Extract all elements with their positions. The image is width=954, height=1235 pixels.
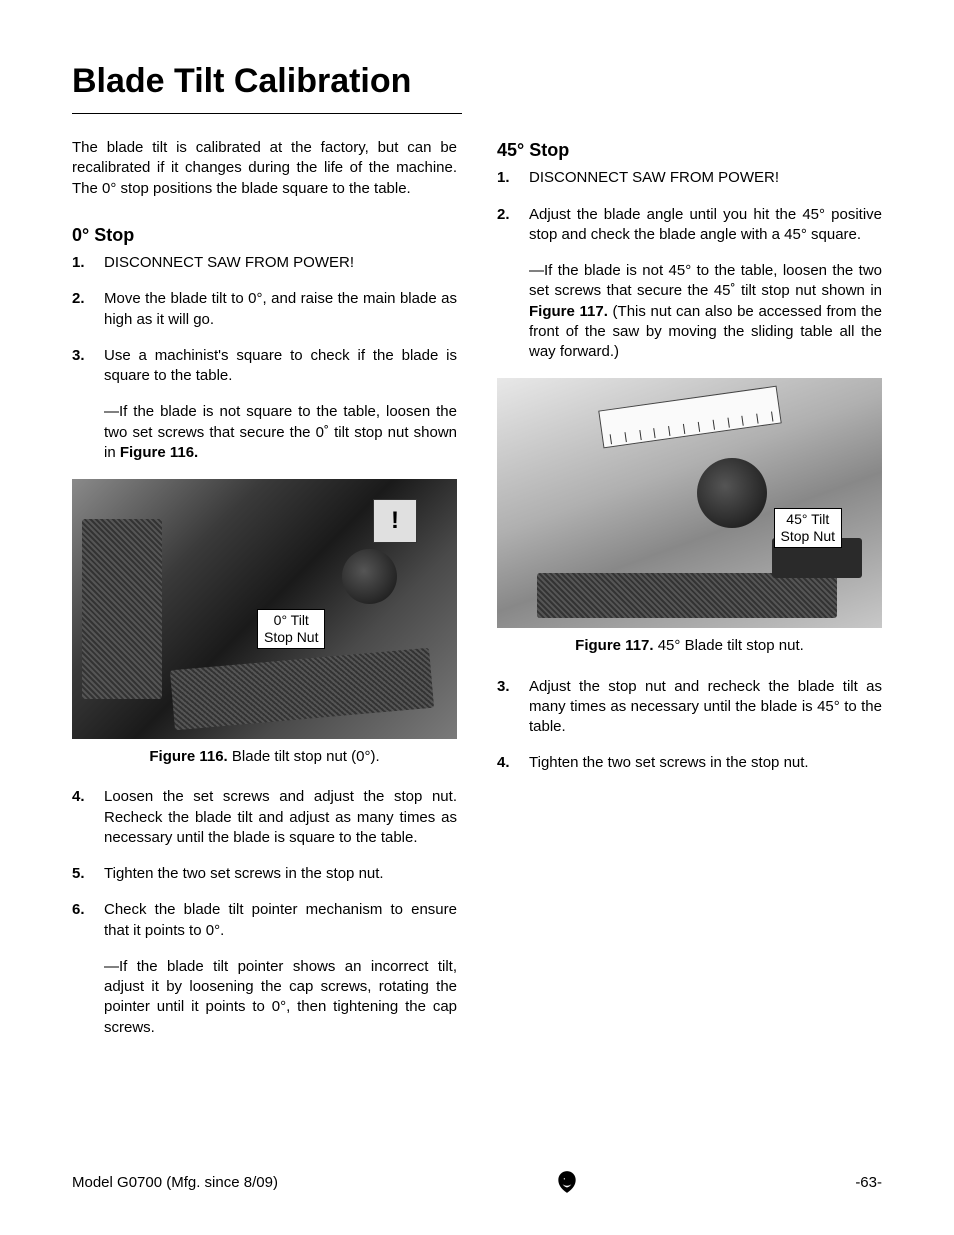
page-footer: Model G0700 (Mfg. since 8/09) -63-	[72, 1149, 882, 1195]
knob-detail	[697, 458, 767, 528]
step-text: DISCONNECT SAW FROM POWER!	[529, 168, 882, 188]
step-text: Loosen the set screws and adjust the sto…	[104, 787, 457, 848]
step-text: Tighten the two set screws in the stop n…	[104, 864, 457, 884]
knob-detail	[342, 549, 397, 604]
right-substep-2: —If the blade is not 45° to the table, l…	[529, 261, 882, 362]
footer-model: Model G0700 (Mfg. since 8/09)	[72, 1174, 278, 1191]
figure-117-image: 45° Tilt Stop Nut	[497, 378, 882, 628]
step-number: 4.	[497, 753, 529, 773]
left-step-6: 6. Check the blade tilt pointer mechanis…	[72, 900, 457, 941]
step-number: 3.	[72, 346, 104, 387]
callout-line2: Stop Nut	[781, 528, 835, 544]
step-number: 6.	[72, 900, 104, 941]
step-number: 1.	[497, 168, 529, 188]
step-number: 3.	[497, 677, 529, 738]
step-text: Move the blade tilt to 0°, and raise the…	[104, 289, 457, 330]
step-text: Adjust the blade angle until you hit the…	[529, 205, 882, 246]
right-step-1: 1. DISCONNECT SAW FROM POWER!	[497, 168, 882, 188]
figure-116-callout: 0° Tilt Stop Nut	[257, 609, 325, 649]
caption-rest: Blade tilt stop nut (0°).	[228, 748, 380, 765]
grizzly-logo-icon	[554, 1169, 580, 1195]
left-step-4: 4. Loosen the set screws and adjust the …	[72, 787, 457, 848]
figure-116-image: ! 0° Tilt Stop Nut	[72, 479, 457, 739]
step-number: 2.	[72, 289, 104, 330]
left-step-5: 5. Tighten the two set screws in the sto…	[72, 864, 457, 884]
mechanical-detail	[82, 519, 162, 699]
right-column: 45° Stop 1. DISCONNECT SAW FROM POWER! 2…	[497, 138, 882, 1149]
caption-bold: Figure 117.	[575, 637, 653, 654]
two-column-layout: The blade tilt is calibrated at the fact…	[72, 138, 882, 1149]
left-step-3: 3. Use a machinist's square to check if …	[72, 346, 457, 387]
step-number: 1.	[72, 253, 104, 273]
ruler-detail	[598, 386, 782, 449]
callout-line1: 0° Tilt	[274, 612, 309, 628]
left-step-1: 1. DISCONNECT SAW FROM POWER!	[72, 253, 457, 273]
right-step-4: 4. Tighten the two set screws in the sto…	[497, 753, 882, 773]
left-substep-3: —If the blade is not square to the table…	[104, 402, 457, 463]
step-number: 2.	[497, 205, 529, 246]
figure-117-caption: Figure 117. 45° Blade tilt stop nut.	[497, 636, 882, 656]
right-step-3: 3. Adjust the stop nut and recheck the b…	[497, 677, 882, 738]
main-title: Blade Tilt Calibration	[72, 62, 462, 114]
left-column: The blade tilt is calibrated at the fact…	[72, 138, 457, 1149]
step-text: Use a machinist's square to check if the…	[104, 346, 457, 387]
zero-stop-heading: 0° Stop	[72, 223, 457, 247]
step-text: Check the blade tilt pointer mechanism t…	[104, 900, 457, 941]
right-step-2: 2. Adjust the blade angle until you hit …	[497, 205, 882, 246]
figure-117-callout: 45° Tilt Stop Nut	[774, 508, 842, 548]
mechanical-detail	[170, 648, 434, 730]
callout-line1: 45° Tilt	[786, 511, 829, 527]
step-number: 4.	[72, 787, 104, 848]
callout-line2: Stop Nut	[264, 629, 318, 645]
step-text: DISCONNECT SAW FROM POWER!	[104, 253, 457, 273]
figure-ref: Figure 116.	[120, 444, 198, 461]
intro-paragraph: The blade tilt is calibrated at the fact…	[72, 138, 457, 199]
caption-bold: Figure 116.	[149, 748, 227, 765]
substep-pre: —If the blade is not 45° to the table, l…	[529, 262, 882, 299]
footer-page-number: -63-	[855, 1174, 882, 1191]
step-text: Adjust the stop nut and recheck the blad…	[529, 677, 882, 738]
warning-icon: !	[373, 499, 417, 543]
page-container: Blade Tilt Calibration The blade tilt is…	[0, 0, 954, 1235]
figure-ref: Figure 117.	[529, 303, 608, 320]
left-substep-6: —If the blade tilt pointer shows an inco…	[104, 957, 457, 1038]
45-stop-heading: 45° Stop	[497, 138, 882, 162]
left-step-2: 2. Move the blade tilt to 0°, and raise …	[72, 289, 457, 330]
caption-rest: 45° Blade tilt stop nut.	[654, 637, 804, 654]
figure-116-caption: Figure 116. Blade tilt stop nut (0°).	[72, 747, 457, 767]
step-text: Tighten the two set screws in the stop n…	[529, 753, 882, 773]
mechanical-detail	[537, 573, 837, 618]
step-number: 5.	[72, 864, 104, 884]
